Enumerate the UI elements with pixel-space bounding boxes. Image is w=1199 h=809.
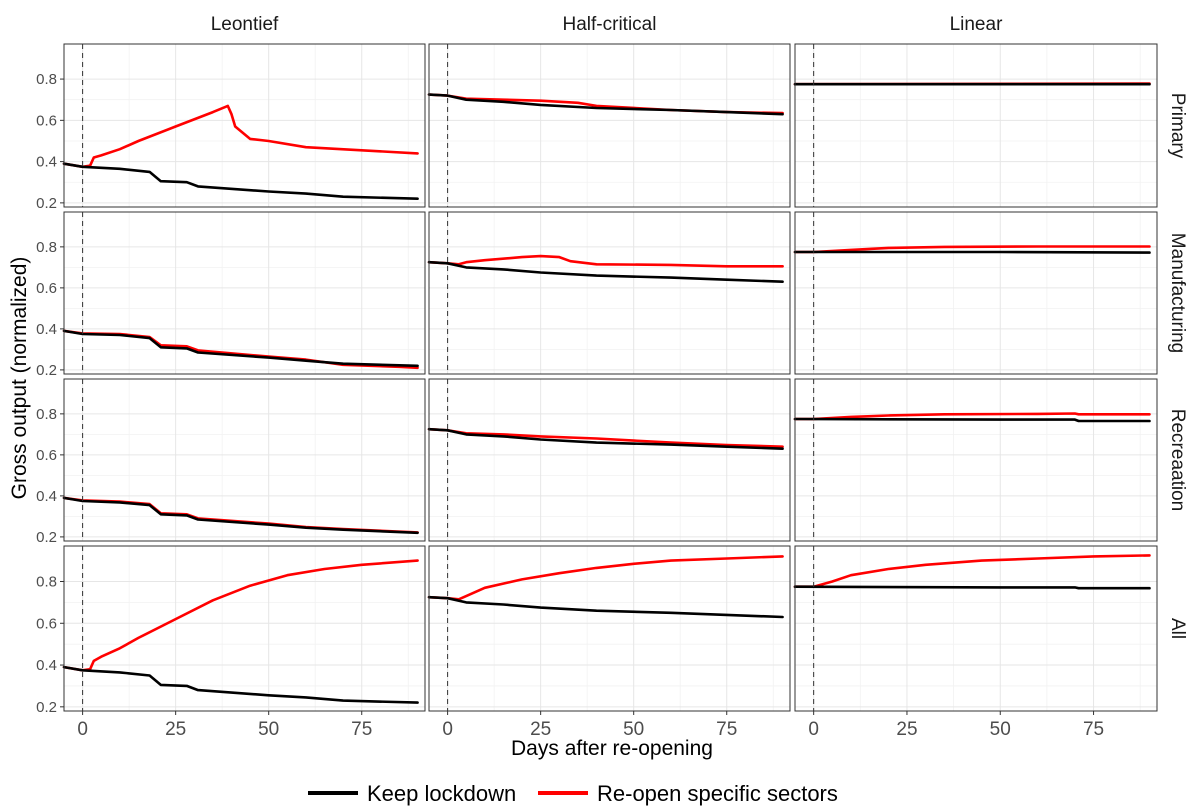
y-axis-title: Gross output (normalized)	[8, 257, 31, 500]
x-tick-label: 75	[351, 719, 372, 740]
panel-background	[428, 378, 791, 542]
lockdown-line	[793, 417, 1151, 423]
panel-background	[428, 43, 791, 208]
x-tick-label: 25	[530, 719, 551, 740]
facet-column-label: Leontief	[211, 14, 279, 35]
panel-border	[794, 43, 1158, 208]
panel-primary-linear	[793, 43, 1158, 208]
panel-border	[428, 43, 791, 208]
facet-column-label: Linear	[950, 14, 1003, 35]
lockdown-line	[62, 329, 419, 368]
x-tick-label: 0	[77, 719, 88, 740]
panel-background	[63, 545, 426, 712]
lockdown-line	[793, 250, 1151, 254]
legend: Keep lockdown Re-open specific sectors	[308, 781, 838, 806]
panel-manufacturing-linear	[793, 211, 1158, 375]
y-tick-label: 0.2	[36, 699, 57, 716]
panel-border	[794, 211, 1158, 375]
lockdown-line	[427, 595, 784, 619]
x-tick-label: 0	[442, 719, 453, 740]
panel-border	[63, 545, 426, 712]
x-tick-label: 50	[990, 719, 1011, 740]
lockdown-line	[427, 93, 784, 116]
lockdown-line	[427, 260, 784, 283]
reopen-line	[793, 554, 1151, 588]
y-tick-label: 0.8	[36, 71, 57, 88]
reopen-line	[62, 559, 419, 672]
y-tick-label: 0.8	[36, 574, 57, 591]
panel-border	[428, 545, 791, 712]
facet-row-label: Manufacturing	[1167, 233, 1188, 353]
panel-all-linear	[793, 545, 1158, 712]
y-tick-label: 0.4	[36, 154, 57, 171]
panel-border	[63, 211, 426, 375]
reopen-line	[427, 254, 784, 268]
facet-row-label: Primary	[1167, 93, 1188, 159]
panel-background	[63, 43, 426, 208]
panel-border	[794, 378, 1158, 542]
panel-border	[794, 545, 1158, 712]
panel-all-half-critical	[427, 545, 791, 712]
lockdown-line	[62, 496, 419, 535]
panel-primary-half-critical	[427, 43, 791, 208]
panel-background	[428, 545, 791, 712]
panel-recreaation-half-critical	[427, 378, 791, 542]
y-tick-label: 0.2	[36, 529, 57, 546]
panel-border	[63, 43, 426, 208]
facet-row-label: All	[1167, 618, 1188, 639]
reopen-line	[62, 104, 419, 169]
legend-label-reopen: Re-open specific sectors	[597, 781, 838, 806]
lockdown-line	[427, 427, 784, 450]
y-tick-label: 0.8	[36, 406, 57, 423]
x-tick-label: 50	[258, 719, 279, 740]
y-tick-label: 0.8	[36, 239, 57, 256]
x-axis-title: Days after re-opening	[511, 737, 713, 760]
x-tick-label: 0	[808, 719, 819, 740]
lockdown-line	[793, 585, 1151, 590]
x-tick-label: 75	[716, 719, 737, 740]
panel-border	[428, 211, 791, 375]
panel-background	[794, 378, 1158, 542]
y-tick-label: 0.4	[36, 488, 57, 505]
facet-column-label: Half-critical	[563, 14, 657, 35]
panel-border	[428, 378, 791, 542]
panel-recreaation-linear	[793, 378, 1158, 542]
y-tick-label: 0.6	[36, 112, 57, 129]
y-tick-label: 0.6	[36, 280, 57, 297]
x-tick-label: 25	[896, 719, 917, 740]
x-tick-label: 50	[623, 719, 644, 740]
panel-recreaation-leontief	[62, 378, 426, 542]
y-tick-label: 0.2	[36, 362, 57, 379]
facet-row-label: Recreaation	[1167, 409, 1188, 511]
y-tick-label: 0.6	[36, 615, 57, 632]
panel-manufacturing-leontief	[62, 211, 426, 375]
y-tick-label: 0.6	[36, 447, 57, 464]
y-tick-label: 0.2	[36, 195, 57, 212]
panel-background	[428, 211, 791, 375]
panel-all-leontief	[62, 545, 426, 712]
panel-background	[63, 378, 426, 542]
panel-background	[794, 211, 1158, 375]
x-tick-label: 25	[165, 719, 186, 740]
y-tick-label: 0.4	[36, 321, 57, 338]
lockdown-line	[62, 162, 419, 200]
legend-label-keep-lockdown: Keep lockdown	[367, 781, 516, 806]
panel-border	[63, 378, 426, 542]
panel-primary-leontief	[62, 43, 426, 208]
panel-manufacturing-half-critical	[427, 211, 791, 375]
x-tick-label: 75	[1083, 719, 1104, 740]
lockdown-line	[62, 665, 419, 704]
y-tick-label: 0.4	[36, 657, 57, 674]
